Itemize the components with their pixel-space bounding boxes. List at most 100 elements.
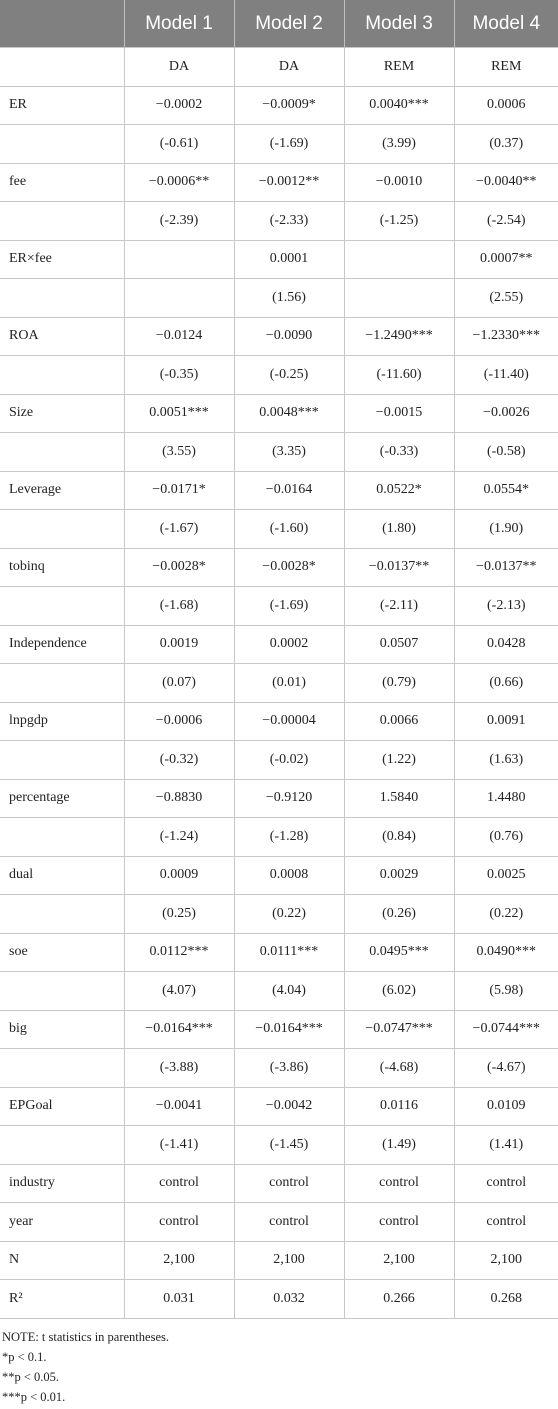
row-label [0, 509, 125, 549]
row-label: Leverage [0, 470, 125, 510]
table-row: industry control control control control [0, 1163, 558, 1203]
row-label [0, 663, 125, 703]
row-label: N [0, 1240, 125, 1280]
cell: 0.0048*** [233, 393, 345, 433]
table-row: tobinq −0.0028* −0.0028* −0.0137** −0.0137** [0, 547, 558, 587]
cell: (-0.02) [233, 740, 345, 780]
cell: (-1.24) [123, 817, 235, 857]
cell: 0.0051*** [123, 393, 235, 433]
table-row: ER −0.0002 −0.0009* 0.0040*** 0.0006 [0, 85, 558, 125]
header-row: Model 1 Model 2 Model 3 Model 4 [0, 0, 558, 48]
cell: 0.0112*** [123, 932, 235, 972]
cell: (-1.41) [123, 1125, 235, 1165]
cell: 0.0507 [343, 624, 455, 664]
table-row: lnpgdp −0.0006 −0.00004 0.0066 0.0091 [0, 701, 558, 741]
note: ***p < 0.01. [2, 1389, 66, 1404]
cell: −0.0747*** [343, 1009, 455, 1049]
cell: (3.35) [233, 432, 345, 472]
cell: 0.266 [343, 1279, 455, 1319]
cell: control [233, 1202, 345, 1242]
cell: (1.63) [453, 740, 558, 780]
row-label [0, 740, 125, 780]
cell: REM [343, 47, 455, 87]
cell: (4.07) [123, 971, 235, 1011]
cell: (-11.60) [343, 355, 455, 395]
cell: (5.98) [453, 971, 558, 1011]
cell: −0.0042 [233, 1086, 345, 1126]
cell: 0.0006 [453, 85, 558, 125]
cell: (-3.86) [233, 1048, 345, 1088]
cell: control [453, 1202, 558, 1242]
cell: 1.4480 [453, 778, 558, 818]
cell: 0.0522* [343, 470, 455, 510]
cell: −0.0010 [343, 162, 455, 202]
table-row: R² 0.031 0.032 0.266 0.268 [0, 1279, 558, 1319]
cell: (-1.68) [123, 586, 235, 626]
cell: −0.0009* [233, 85, 345, 125]
cell: −0.0164 [233, 470, 345, 510]
cell: −0.0744*** [453, 1009, 558, 1049]
cell: (-0.33) [343, 432, 455, 472]
cell: −0.0137** [343, 547, 455, 587]
cell: −0.0028* [233, 547, 345, 587]
row-label: soe [0, 932, 125, 972]
cell: control [453, 1163, 558, 1203]
cell: (0.66) [453, 663, 558, 703]
cell: 0.0109 [453, 1086, 558, 1126]
cell: 0.0009 [123, 855, 235, 895]
cell: (0.22) [233, 894, 345, 934]
cell: 0.0111*** [233, 932, 345, 972]
cell: (0.37) [453, 124, 558, 164]
cell: (-2.33) [233, 201, 345, 241]
row-label: year [0, 1202, 125, 1242]
table-row: N 2,100 2,100 2,100 2,100 [0, 1240, 558, 1280]
cell: −0.0124 [123, 316, 235, 356]
table-row: (-0.32) (-0.02) (1.22) (1.63) [0, 740, 558, 780]
cell: 0.0116 [343, 1086, 455, 1126]
cell: control [233, 1163, 345, 1203]
cell: (0.84) [343, 817, 455, 857]
cell: 0.0007** [453, 239, 558, 279]
table-row: (4.07) (4.04) (6.02) (5.98) [0, 971, 558, 1011]
table-row: (-0.61) (-1.69) (3.99) (0.37) [0, 124, 558, 164]
note: *p < 0.1. [2, 1349, 47, 1364]
note: NOTE: t statistics in parentheses. [2, 1329, 169, 1344]
column-header: Model 1 [124, 0, 235, 48]
column-header: Model 3 [344, 0, 455, 48]
table-row: (-1.41) (-1.45) (1.49) (1.41) [0, 1125, 558, 1165]
row-label [0, 586, 125, 626]
cell: (0.26) [343, 894, 455, 934]
cell: −0.0015 [343, 393, 455, 433]
cell: 2,100 [343, 1240, 455, 1280]
column-header [0, 0, 125, 48]
row-label: Independence [0, 624, 125, 664]
cell: REM [453, 47, 558, 87]
cell: (3.55) [123, 432, 235, 472]
cell: (-1.25) [343, 201, 455, 241]
cell: (1.41) [453, 1125, 558, 1165]
cell: 0.0019 [123, 624, 235, 664]
cell: −0.0137** [453, 547, 558, 587]
cell: −0.0164*** [233, 1009, 345, 1049]
cell: −0.0164*** [123, 1009, 235, 1049]
cell: (1.22) [343, 740, 455, 780]
cell: (-1.67) [123, 509, 235, 549]
note: **p < 0.05. [2, 1369, 60, 1384]
cell: (-0.58) [453, 432, 558, 472]
row-label [0, 817, 125, 857]
row-label: industry [0, 1163, 125, 1203]
cell: 0.0001 [233, 239, 345, 279]
cell: −0.0171* [123, 470, 235, 510]
row-label: lnpgdp [0, 701, 125, 741]
cell: control [123, 1163, 235, 1203]
cell: control [343, 1202, 455, 1242]
table-row: (0.07) (0.01) (0.79) (0.66) [0, 663, 558, 703]
cell: control [343, 1163, 455, 1203]
table-row: big −0.0164*** −0.0164*** −0.0747*** −0.0744… [0, 1009, 558, 1049]
row-label: R² [0, 1279, 125, 1319]
regression-table: Model 1 Model 2 Model 3 Model 4 DA DA REM REM E… [0, 0, 558, 1319]
cell: 0.0040*** [343, 85, 455, 125]
cell [343, 278, 455, 318]
cell: (-0.32) [123, 740, 235, 780]
